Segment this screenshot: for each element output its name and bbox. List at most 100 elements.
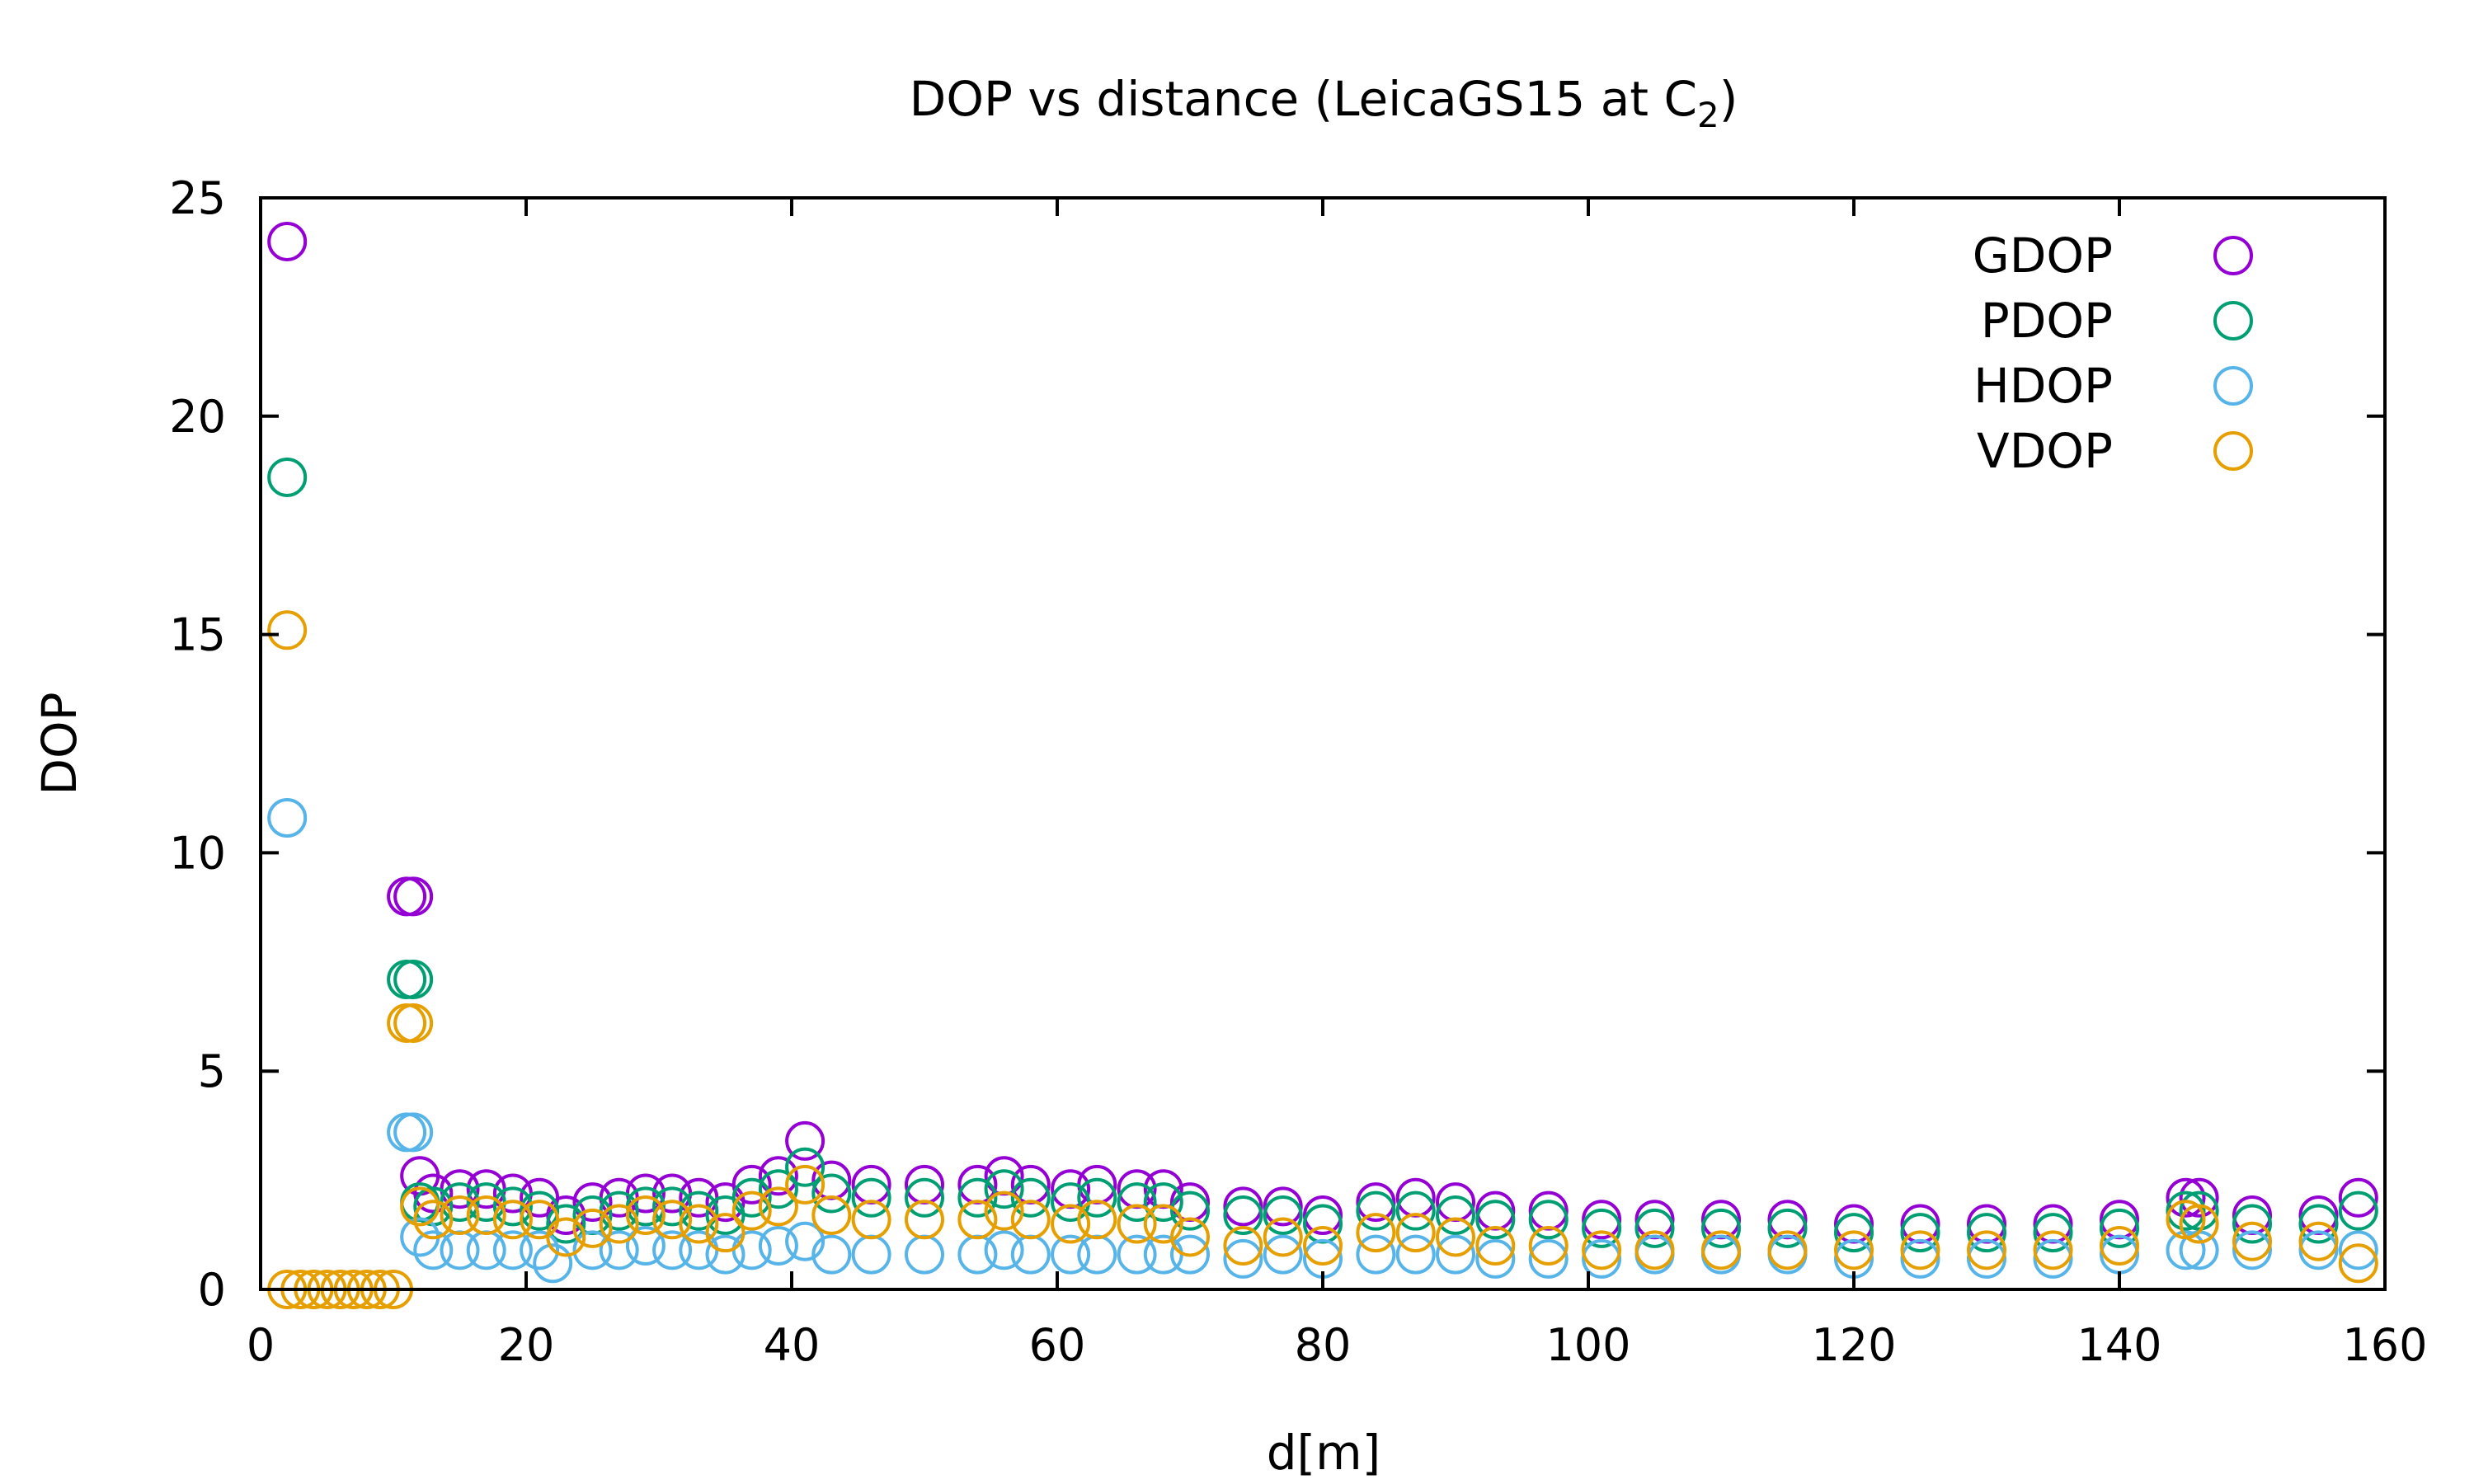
data-point-pdop bbox=[2179, 1190, 2219, 1231]
data-point-vdop bbox=[1117, 1204, 1157, 1244]
data-point-pdop bbox=[2338, 1190, 2378, 1231]
data-point-pdop bbox=[1263, 1195, 1303, 1235]
series-layer bbox=[267, 221, 2378, 1309]
data-point-vdop bbox=[1356, 1213, 1396, 1253]
data-point-gdop bbox=[572, 1182, 613, 1223]
data-point-vdop bbox=[1303, 1226, 1343, 1266]
data-point-gdop bbox=[731, 1164, 772, 1205]
data-point-vdop bbox=[1170, 1217, 1210, 1257]
data-point-pdop bbox=[267, 457, 308, 497]
data-point-pdop bbox=[905, 1177, 944, 1218]
data-point-gdop bbox=[2179, 1177, 2219, 1218]
data-point-vdop bbox=[466, 1195, 506, 1235]
data-point-pdop bbox=[1634, 1208, 1675, 1248]
data-point-hdop bbox=[1475, 1238, 1516, 1279]
data-point-hdop bbox=[758, 1226, 798, 1266]
data-point-pdop bbox=[393, 959, 434, 999]
legend-marker-gdop bbox=[2213, 236, 2253, 275]
data-point-pdop bbox=[1834, 1213, 1874, 1253]
data-point-vdop bbox=[679, 1204, 719, 1244]
data-point-hdop bbox=[625, 1226, 666, 1266]
data-point-hdop bbox=[1900, 1238, 1940, 1279]
data-point-vdop bbox=[546, 1217, 586, 1257]
data-point-hdop bbox=[1223, 1238, 1263, 1279]
data-point-hdop bbox=[572, 1230, 613, 1270]
legend-marker-vdop bbox=[2213, 431, 2253, 471]
data-point-vdop bbox=[492, 1200, 533, 1240]
series-pdop bbox=[267, 457, 2378, 1253]
legend-label-gdop: GDOP bbox=[1973, 228, 2113, 284]
data-point-vdop bbox=[1834, 1230, 1874, 1270]
data-point-pdop bbox=[1395, 1190, 1436, 1231]
data-point-hdop bbox=[1010, 1234, 1051, 1275]
chart-title-main: DOP vs distance (LeicaGS15 at C bbox=[910, 71, 1697, 127]
data-point-vdop bbox=[785, 1164, 825, 1205]
legend-marker-hdop bbox=[2213, 366, 2253, 406]
data-point-hdop bbox=[1395, 1234, 1436, 1275]
data-point-hdop bbox=[2232, 1230, 2272, 1270]
data-point-pdop bbox=[492, 1186, 533, 1227]
data-point-gdop bbox=[1475, 1190, 1516, 1231]
legend-marker-pdop bbox=[2213, 301, 2253, 340]
data-point-vdop bbox=[811, 1195, 852, 1235]
data-point-hdop bbox=[957, 1234, 998, 1275]
data-point-pdop bbox=[1967, 1213, 2006, 1253]
data-point-hdop bbox=[1170, 1234, 1210, 1275]
x-tick-label: 60 bbox=[1029, 1319, 1086, 1371]
data-point-pdop bbox=[984, 1169, 1024, 1209]
data-point-pdop bbox=[546, 1204, 586, 1244]
data-point-pdop bbox=[1303, 1204, 1343, 1244]
data-point-vdop bbox=[1143, 1204, 1183, 1244]
data-point-hdop bbox=[1436, 1234, 1475, 1275]
data-point-hdop bbox=[533, 1243, 573, 1284]
data-point-pdop bbox=[1528, 1200, 1569, 1240]
data-point-hdop bbox=[1528, 1238, 1569, 1279]
x-tick-label: 120 bbox=[1811, 1319, 1896, 1371]
data-point-vdop bbox=[1077, 1200, 1117, 1240]
data-point-gdop bbox=[1582, 1200, 1622, 1240]
data-point-pdop bbox=[1143, 1182, 1183, 1223]
x-tick-label: 160 bbox=[2342, 1319, 2427, 1371]
data-point-pdop bbox=[851, 1177, 891, 1218]
data-point-vdop bbox=[2100, 1226, 2139, 1266]
data-point-vdop bbox=[440, 1195, 480, 1235]
data-point-pdop bbox=[957, 1177, 998, 1218]
data-point-hdop bbox=[1117, 1234, 1157, 1275]
data-point-pdop bbox=[1701, 1208, 1741, 1248]
data-point-vdop bbox=[625, 1195, 666, 1235]
data-point-pdop bbox=[2298, 1204, 2339, 1244]
data-point-gdop bbox=[1303, 1195, 1343, 1235]
data-point-vdop bbox=[413, 1200, 454, 1240]
data-point-pdop bbox=[679, 1190, 719, 1231]
y-tick-label: 25 bbox=[169, 172, 226, 224]
data-point-gdop bbox=[785, 1120, 825, 1161]
data-point-vdop bbox=[1010, 1200, 1051, 1240]
data-point-hdop bbox=[984, 1230, 1024, 1270]
data-point-pdop bbox=[1475, 1200, 1516, 1240]
data-point-vdop bbox=[1263, 1217, 1303, 1257]
data-point-vdop bbox=[1967, 1230, 2006, 1270]
ticks-layer bbox=[259, 196, 2387, 1291]
data-point-gdop bbox=[758, 1156, 798, 1196]
x-tick-label: 20 bbox=[498, 1319, 555, 1371]
data-point-pdop bbox=[2100, 1208, 2139, 1248]
data-point-gdop bbox=[1223, 1186, 1263, 1227]
data-point-vdop bbox=[599, 1204, 639, 1244]
x-tick-label: 80 bbox=[1295, 1319, 1352, 1371]
data-point-pdop bbox=[1900, 1213, 1940, 1253]
data-point-vdop bbox=[851, 1200, 891, 1240]
x-tick-label: 40 bbox=[764, 1319, 821, 1371]
data-point-vdop bbox=[1701, 1230, 1741, 1270]
data-point-hdop bbox=[492, 1230, 533, 1270]
data-point-vdop bbox=[2338, 1243, 2378, 1284]
data-point-pdop bbox=[1010, 1177, 1051, 1218]
data-point-pdop bbox=[731, 1177, 772, 1218]
data-point-vdop bbox=[1223, 1226, 1263, 1266]
data-point-vdop bbox=[1475, 1226, 1516, 1266]
data-point-vdop bbox=[905, 1200, 944, 1240]
data-point-vdop bbox=[731, 1190, 772, 1231]
data-point-pdop bbox=[1356, 1190, 1396, 1231]
data-point-pdop bbox=[758, 1169, 798, 1209]
data-point-hdop bbox=[2298, 1230, 2339, 1270]
